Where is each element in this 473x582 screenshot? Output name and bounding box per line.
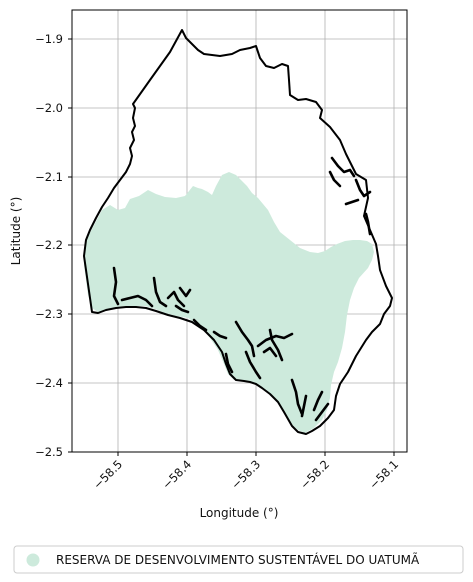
y-axis-ticks [68,38,72,453]
y-tick-labels: −1.9 −2.0 −2.1 −2.2 −2.3 −2.4 −2.5 [35,32,63,459]
river-line [344,198,360,206]
reserve-area-polygon [84,172,374,433]
river-line [212,330,228,340]
river-line [330,156,356,178]
river-line [174,304,190,314]
y-tick-label: −2.3 [35,307,63,321]
river-line [290,378,304,416]
y-axis-label: Latitude (°) [9,197,23,266]
river-line [256,332,294,348]
legend: RESERVA DE DESENVOLVIMENTO SUSTENTÁVEL D… [13,545,464,574]
y-tick-label: −2.2 [35,238,63,252]
river-line [192,318,208,332]
river-line [328,170,342,188]
x-tick-labels: −58.5 −58.4 −58.3 −58.2 −58.1 [90,457,401,492]
river-line [354,178,372,198]
river-lines [112,156,372,422]
x-tick-label: −58.2 [297,457,332,492]
x-axis-ticks [117,452,395,456]
x-tick-label: −58.3 [228,457,263,492]
x-tick-label: −58.1 [366,457,401,492]
x-tick-label: −58.4 [159,457,194,492]
river-line [234,320,256,358]
legend-label: RESERVA DE DESENVOLVIMENTO SUSTENTÁVEL D… [56,552,420,567]
x-axis-label: Longitude (°) [200,506,279,520]
river-line [178,286,192,298]
legend-box [13,545,464,574]
river-line [262,346,278,358]
y-tick-label: −2.1 [35,170,63,184]
river-line [244,350,262,380]
y-tick-label: −2.5 [35,445,63,459]
river-line [120,294,154,308]
river-line [166,290,186,308]
river-line [268,328,284,362]
y-tick-label: −2.4 [35,376,63,390]
river-line [300,394,308,418]
river-line [314,402,330,422]
river-line [224,352,234,374]
y-tick-label: −2.0 [35,101,63,115]
river-line [364,212,372,236]
x-tick-label: −58.5 [90,457,125,492]
river-line [152,276,168,308]
axes-frame [71,9,408,453]
y-tick-label: −1.9 [35,32,63,46]
legend-marker [26,553,40,567]
river-line [112,266,120,306]
river-line [312,390,324,412]
